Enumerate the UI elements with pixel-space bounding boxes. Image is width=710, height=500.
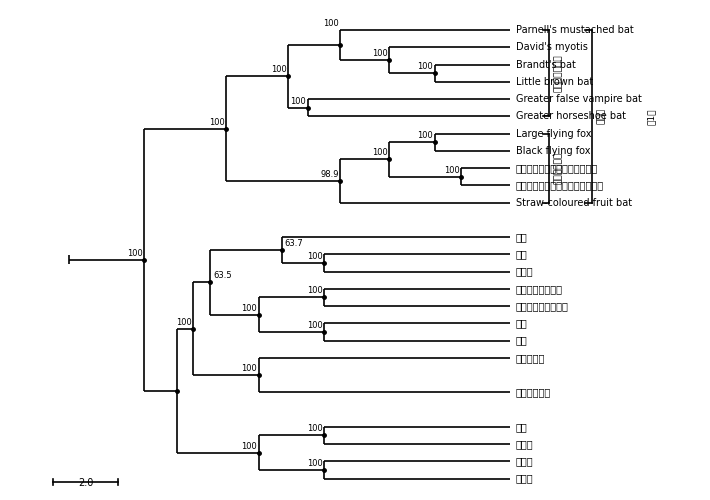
Text: 100: 100 [444, 166, 459, 174]
Text: ハリネズミ: ハリネズミ [516, 353, 545, 363]
Text: 100: 100 [307, 286, 322, 296]
Text: エジプトルーセットオオコウモリ: エジプトルーセットオオコウモリ [516, 180, 604, 190]
Text: Black flying fox: Black flying fox [516, 146, 591, 156]
Text: 100: 100 [307, 252, 322, 261]
Text: Parnell's mustached bat: Parnell's mustached bat [516, 25, 633, 35]
Text: 100: 100 [417, 62, 433, 71]
Text: 98.9: 98.9 [320, 170, 339, 179]
Text: 100: 100 [271, 66, 286, 74]
Text: Little brown bat: Little brown bat [516, 77, 593, 87]
Text: イヌ: イヌ [516, 318, 528, 328]
Text: 100: 100 [307, 459, 322, 468]
Text: 100: 100 [209, 118, 224, 126]
Text: ミクロコウモリ: ミクロコウモリ [554, 54, 563, 92]
Text: ネコ: ネコ [516, 336, 528, 345]
Text: 100: 100 [307, 321, 322, 330]
Text: マレーセンザンコウ: マレーセンザンコウ [516, 301, 569, 311]
Text: 63.5: 63.5 [213, 272, 231, 280]
Text: 100: 100 [372, 49, 388, 58]
Text: ラット: ラット [516, 456, 533, 466]
Text: 100: 100 [241, 364, 257, 373]
Text: デマレルーセットオオコウモリ: デマレルーセットオオコウモリ [516, 163, 598, 173]
Text: オオコウモリ: オオコウモリ [554, 152, 563, 184]
Text: イルカ: イルカ [516, 266, 533, 276]
Text: 2.0: 2.0 [78, 478, 94, 488]
Text: 第1図: 第1図 [647, 108, 656, 124]
Text: 100: 100 [290, 96, 306, 106]
Text: 100: 100 [127, 248, 143, 258]
Text: マカク: マカク [516, 439, 533, 449]
Text: Brandt's bat: Brandt's bat [516, 60, 576, 70]
Text: 100: 100 [176, 318, 192, 326]
Text: 100: 100 [417, 131, 433, 140]
Text: ウシ: ウシ [516, 250, 528, 260]
Text: 100: 100 [323, 19, 339, 28]
Text: David's myotis: David's myotis [516, 42, 588, 52]
Text: Greater false vampire bat: Greater false vampire bat [516, 94, 642, 104]
Text: 63.7: 63.7 [285, 239, 304, 248]
Text: 100: 100 [241, 442, 257, 450]
Text: 100: 100 [372, 148, 388, 158]
Text: ウマ: ウマ [516, 232, 528, 242]
Text: ヒト: ヒト [516, 422, 528, 432]
Text: Large flying fox: Large flying fox [516, 128, 591, 138]
Text: トガリネズミ: トガリネズミ [516, 388, 551, 398]
Text: Greater horseshoe bat: Greater horseshoe bat [516, 112, 626, 122]
Text: Straw-coloured fruit bat: Straw-coloured fruit bat [516, 198, 632, 207]
Text: 100: 100 [307, 424, 322, 434]
Text: 100: 100 [241, 304, 257, 312]
Text: ミミセンザンコウ: ミミセンザンコウ [516, 284, 563, 294]
Text: マウス: マウス [516, 474, 533, 484]
Text: 羼手目: 羼手目 [596, 108, 606, 124]
